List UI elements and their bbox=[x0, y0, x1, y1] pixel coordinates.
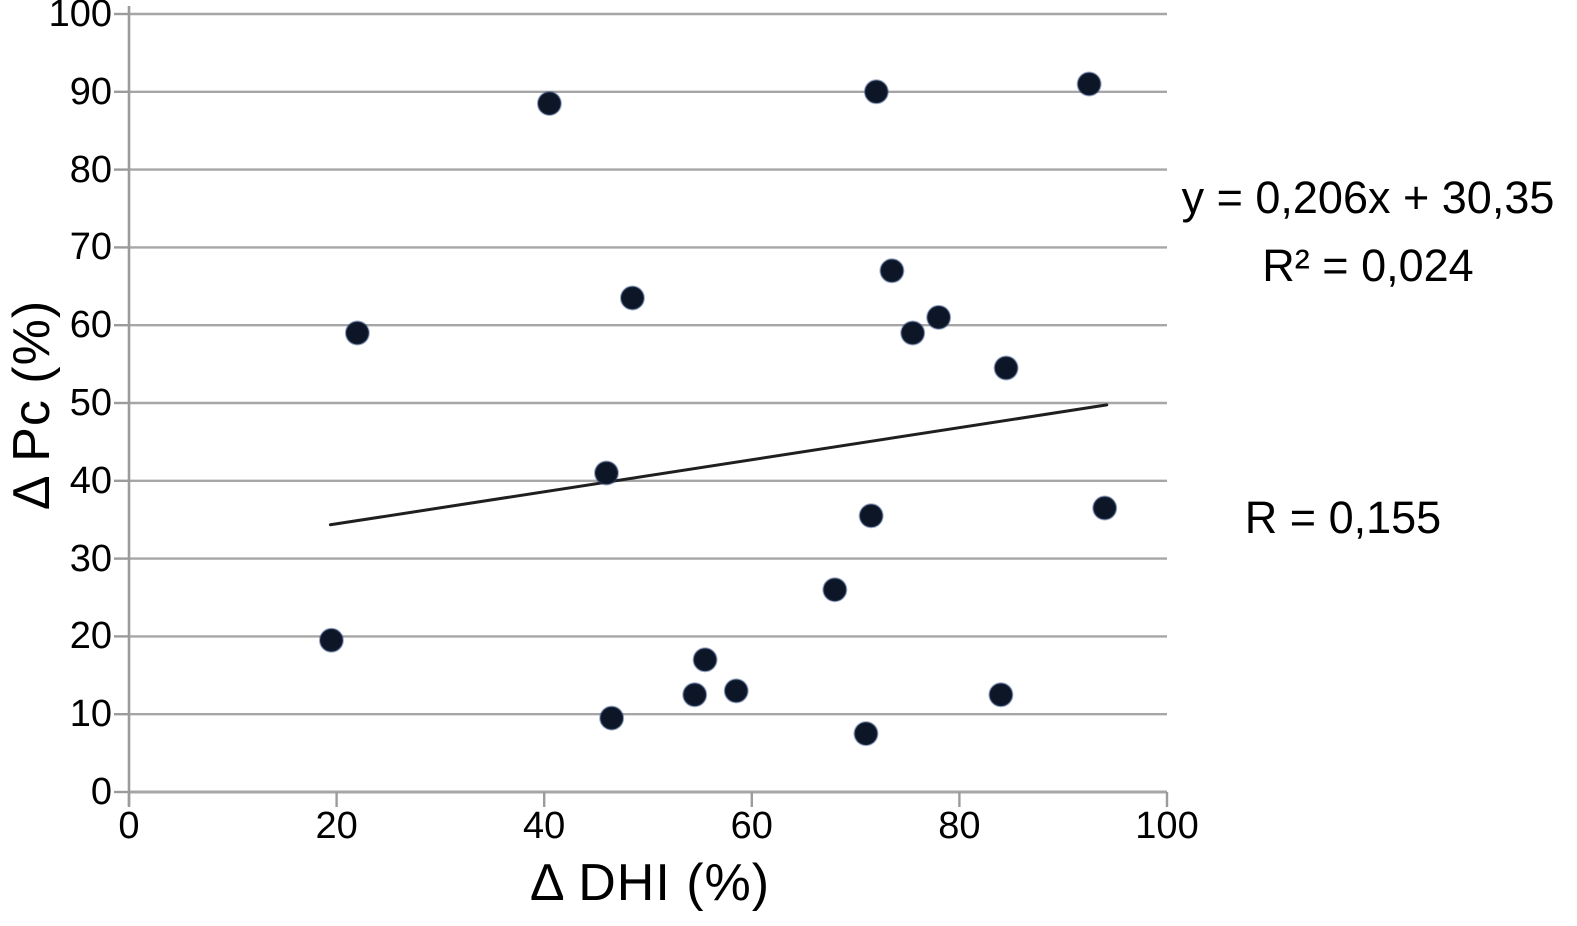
data-point-7 bbox=[900, 320, 926, 346]
r-value-label: R = 0,155 bbox=[1244, 492, 1442, 543]
data-point-11 bbox=[858, 503, 884, 529]
y-tick-label-20: 20 bbox=[69, 615, 112, 658]
x-tick-label-60: 60 bbox=[730, 805, 773, 847]
data-point-10 bbox=[1092, 495, 1118, 521]
data-point-0 bbox=[536, 90, 562, 116]
data-point-8 bbox=[993, 355, 1019, 381]
data-point-16 bbox=[723, 678, 749, 704]
data-point-19 bbox=[853, 721, 879, 747]
data-point-6 bbox=[344, 320, 370, 346]
x-tick-label-40: 40 bbox=[523, 805, 566, 847]
y-tick-label-100: 100 bbox=[48, 0, 112, 35]
x-tick-label-20: 20 bbox=[315, 805, 358, 847]
trendline-equation-label: y = 0,206x + 30,35 bbox=[1181, 172, 1555, 223]
y-tick-label-30: 30 bbox=[69, 537, 112, 580]
data-point-18 bbox=[988, 682, 1014, 708]
y-tick-label-90: 90 bbox=[69, 70, 112, 113]
data-point-13 bbox=[318, 627, 344, 653]
x-tick-label-0: 0 bbox=[118, 805, 140, 847]
data-point-14 bbox=[692, 647, 718, 673]
data-point-2 bbox=[1076, 71, 1102, 97]
y-tick-label-70: 70 bbox=[69, 226, 112, 269]
r-squared-label: R² = 0,024 bbox=[1262, 240, 1474, 291]
y-tick-label-50: 50 bbox=[69, 382, 112, 424]
y-tick-label-60: 60 bbox=[69, 304, 112, 347]
y-tick-label-0: 0 bbox=[90, 771, 112, 813]
x-tick-label-80: 80 bbox=[938, 805, 981, 847]
data-point-15 bbox=[682, 682, 708, 708]
data-point-1 bbox=[863, 79, 889, 105]
y-tick-label-40: 40 bbox=[69, 459, 112, 502]
data-point-9 bbox=[593, 460, 619, 486]
x-axis-title: Δ DHI (%) bbox=[529, 854, 771, 912]
data-point-3 bbox=[879, 258, 905, 284]
x-tick-label-100: 100 bbox=[1135, 805, 1199, 847]
y-tick-label-80: 80 bbox=[69, 148, 112, 191]
data-point-5 bbox=[926, 304, 952, 330]
data-point-17 bbox=[599, 705, 625, 731]
data-point-12 bbox=[822, 577, 848, 603]
data-point-4 bbox=[619, 285, 645, 311]
trendline bbox=[328, 403, 1109, 527]
y-tick-label-10: 10 bbox=[69, 693, 112, 736]
